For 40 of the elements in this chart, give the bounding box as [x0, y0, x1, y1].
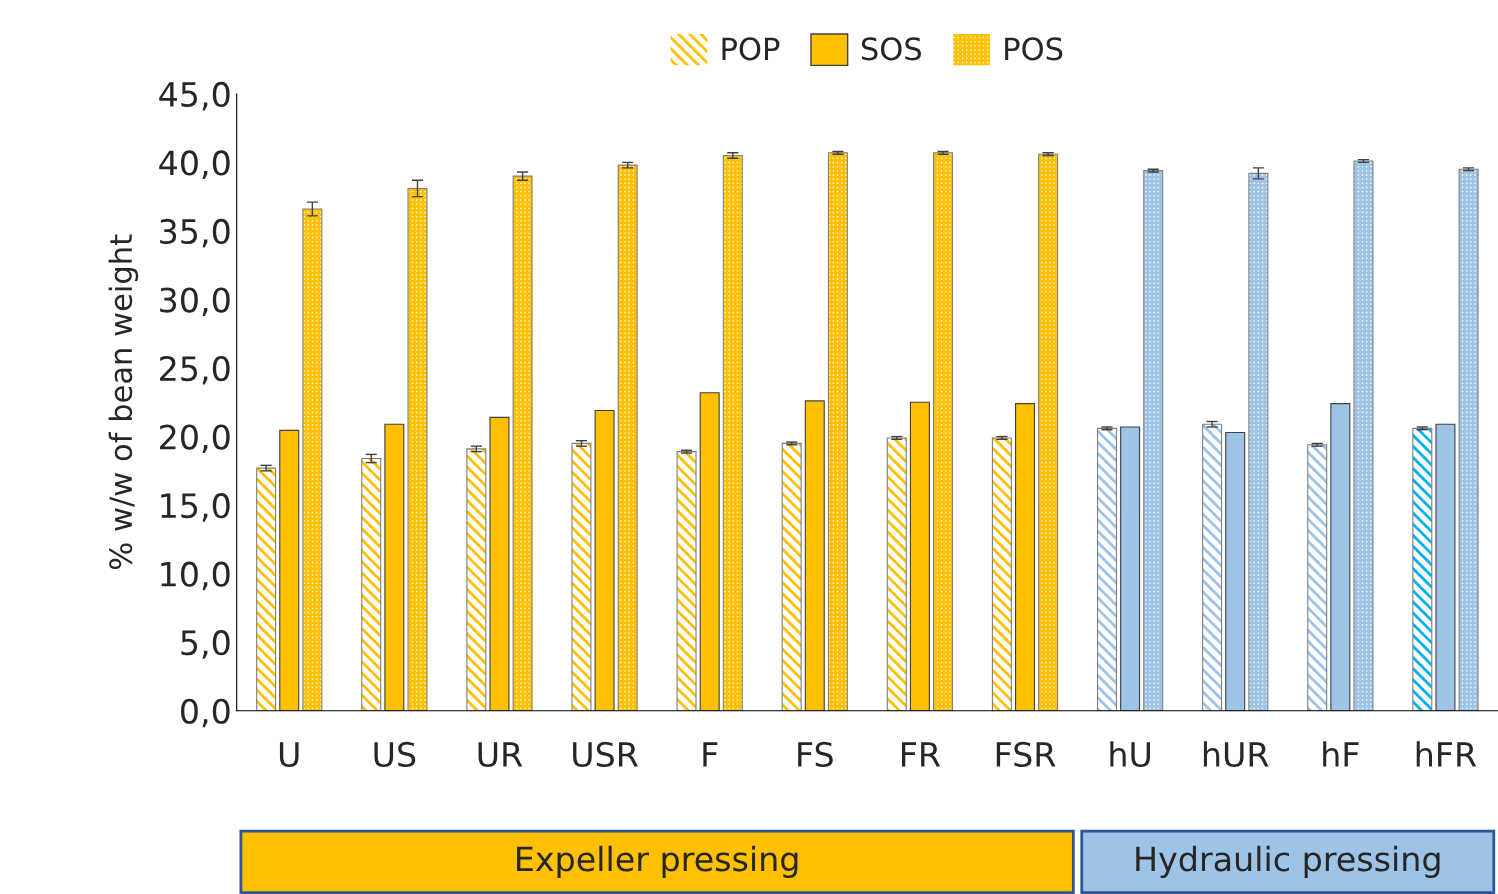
legend-label: SOS — [861, 37, 922, 61]
x-tick-label: F — [703, 742, 718, 767]
y-axis-title: % w/w of bean weight — [108, 234, 139, 570]
x-tick-label: hFR — [1416, 741, 1477, 767]
bar — [279, 429, 300, 711]
y-tick-label: 5,0 — [181, 630, 230, 659]
y-tick-label: 0,0 — [181, 698, 230, 728]
x-tick-label: U — [279, 742, 299, 768]
y-tick-label: 10,0 — [161, 561, 230, 591]
y-tick-label: 15,0 — [161, 493, 230, 522]
y-tick-label: 25,0 — [160, 355, 230, 385]
legend-label: POS — [1005, 37, 1063, 61]
x-tick-label: UR — [478, 742, 523, 768]
bar — [1120, 426, 1141, 711]
y-tick-label: 45,0 — [159, 81, 230, 111]
bar — [804, 400, 825, 711]
bar — [1014, 403, 1036, 711]
x-tick-label: FSR — [996, 741, 1056, 768]
y-tick-label: 20,0 — [160, 424, 230, 454]
text: Hydraulic pressing — [1136, 845, 1440, 878]
bar — [1435, 423, 1456, 711]
bar — [489, 416, 510, 711]
legend-label: POP — [722, 37, 780, 61]
bar — [909, 401, 930, 711]
x-tick-label: FS — [798, 741, 833, 768]
x-tick-label: US — [374, 741, 416, 768]
bar — [699, 392, 720, 711]
x-tick-label: USR — [573, 741, 638, 768]
x-tick-label: FR — [902, 742, 941, 767]
bar — [594, 409, 615, 711]
y-tick-label: 40,0 — [159, 150, 230, 179]
text: Expeller pressing — [517, 845, 798, 878]
bar — [1330, 403, 1351, 711]
y-tick-label: 30,0 — [160, 287, 230, 317]
x-tick-label: hU — [1110, 741, 1150, 768]
y-tick-label: 35,0 — [160, 218, 230, 248]
x-tick-label: hUR — [1203, 741, 1269, 768]
x-tick-label: hF — [1323, 741, 1359, 767]
bar — [384, 423, 405, 711]
bar — [1225, 431, 1246, 711]
